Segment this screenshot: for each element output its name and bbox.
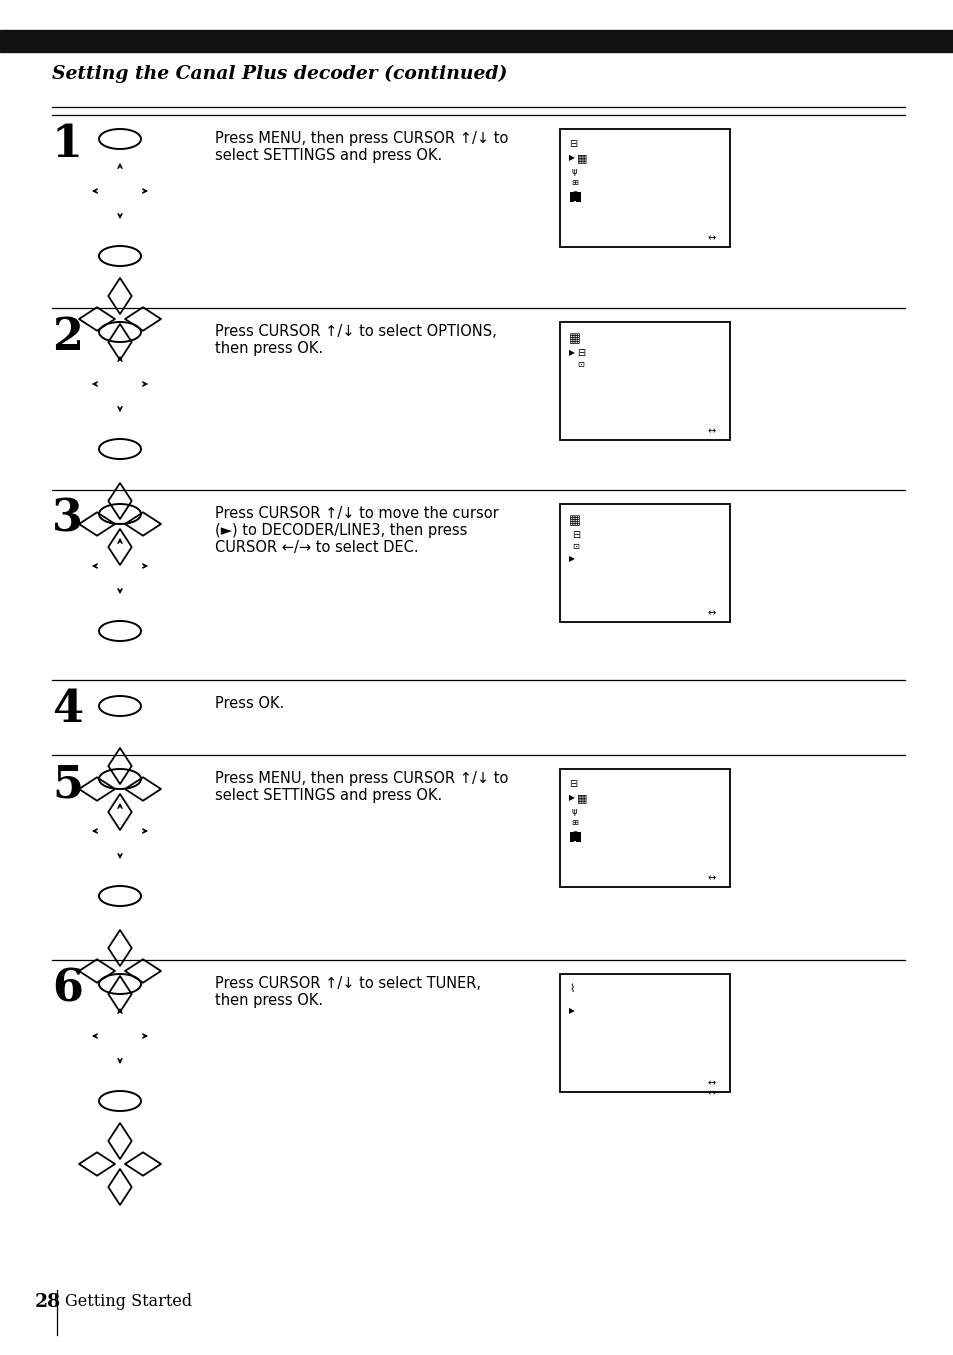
Bar: [559, 129, 729, 247]
Text: 28: 28: [35, 1293, 61, 1312]
Text: ▶: ▶: [568, 554, 575, 562]
Text: ⊞: ⊞: [571, 818, 578, 827]
Text: 1: 1: [52, 123, 83, 167]
Text: Press CURSOR ↑/↓ to select OPTIONS,: Press CURSOR ↑/↓ to select OPTIONS,: [214, 324, 497, 339]
Text: (►) to DECODER/LINE3, then press: (►) to DECODER/LINE3, then press: [214, 523, 467, 538]
Text: 4: 4: [52, 688, 83, 730]
Text: Getting Started: Getting Started: [65, 1293, 192, 1310]
Text: ⊟: ⊟: [577, 348, 584, 358]
Text: 3: 3: [52, 499, 83, 541]
Text: ↔: ↔: [707, 873, 716, 883]
Bar: [559, 974, 729, 1092]
Text: ⊡: ⊡: [572, 542, 578, 551]
Text: Press OK.: Press OK.: [214, 696, 284, 711]
Text: ψ: ψ: [572, 808, 577, 816]
Text: ▶: ▶: [568, 348, 575, 356]
Text: ⊞: ⊞: [571, 178, 578, 187]
Text: then press OK.: then press OK.: [214, 993, 323, 1008]
Text: ▦: ▦: [568, 332, 580, 346]
Text: ▦: ▦: [577, 153, 587, 163]
Text: 6: 6: [52, 967, 83, 1011]
Text: ⌇: ⌇: [568, 984, 574, 995]
Text: CURSOR ←/→ to select DEC.: CURSOR ←/→ to select DEC.: [214, 541, 418, 556]
Text: ↔: ↔: [707, 233, 716, 243]
Bar: [0, 30, 953, 51]
Text: ▶: ▶: [568, 793, 575, 802]
Text: ↔: ↔: [707, 1088, 716, 1098]
Text: Press MENU, then press CURSOR ↑/↓ to: Press MENU, then press CURSOR ↑/↓ to: [214, 131, 508, 146]
Text: ▦: ▦: [577, 793, 587, 804]
Text: ⊡: ⊡: [577, 360, 583, 369]
Text: Press MENU, then press CURSOR ↑/↓ to: Press MENU, then press CURSOR ↑/↓ to: [214, 771, 508, 786]
Text: ⊟: ⊟: [568, 779, 577, 789]
Bar: [559, 770, 729, 888]
Text: ▶: ▶: [568, 153, 575, 163]
Text: 2: 2: [52, 316, 83, 359]
Text: ↔: ↔: [707, 425, 716, 436]
Bar: [569, 832, 580, 841]
Text: 5: 5: [52, 763, 83, 806]
Text: ↔: ↔: [707, 1079, 716, 1088]
Text: ▶: ▶: [568, 1005, 575, 1015]
Text: ⊙: ⊙: [571, 829, 578, 837]
Text: A: A: [572, 201, 578, 210]
Bar: [559, 322, 729, 440]
Text: A: A: [572, 841, 578, 850]
Text: ↔: ↔: [707, 608, 716, 618]
Text: Setting the Canal Plus decoder (continued): Setting the Canal Plus decoder (continue…: [52, 65, 507, 83]
Text: select SETTINGS and press OK.: select SETTINGS and press OK.: [214, 148, 442, 163]
Text: then press OK.: then press OK.: [214, 341, 323, 356]
Text: Press CURSOR ↑/↓ to select TUNER,: Press CURSOR ↑/↓ to select TUNER,: [214, 976, 480, 991]
Text: ⊙: ⊙: [571, 188, 578, 198]
Text: Press CURSOR ↑/↓ to move the cursor: Press CURSOR ↑/↓ to move the cursor: [214, 505, 498, 522]
Text: select SETTINGS and press OK.: select SETTINGS and press OK.: [214, 789, 442, 804]
Bar: [559, 504, 729, 622]
Text: ⊟: ⊟: [572, 530, 579, 541]
Text: ▦: ▦: [568, 514, 580, 527]
Text: ψ: ψ: [572, 167, 577, 176]
Bar: [569, 192, 580, 202]
Text: ⊟: ⊟: [568, 140, 577, 149]
